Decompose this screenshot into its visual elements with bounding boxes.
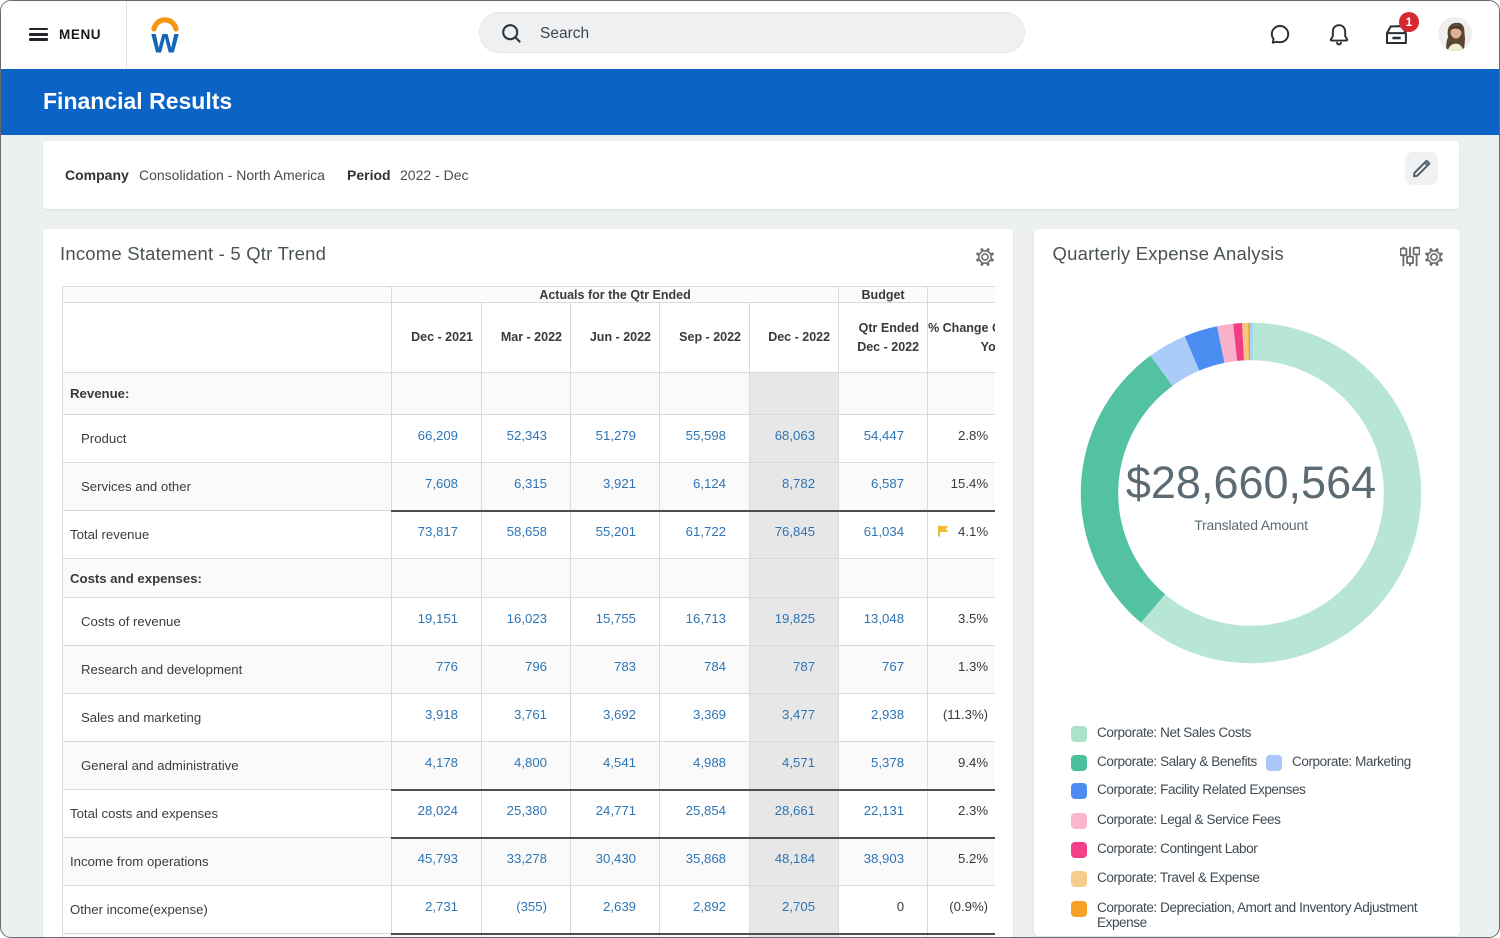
svg-text:w: w: [150, 22, 179, 57]
